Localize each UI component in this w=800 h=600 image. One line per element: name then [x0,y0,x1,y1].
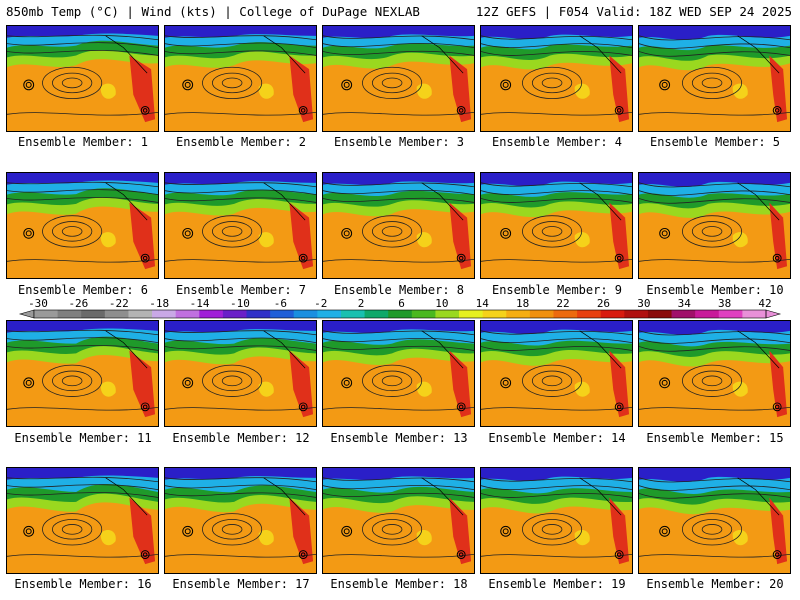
colorbar-min-arrow [18,309,35,319]
ensemble-member-label: Ensemble Member: 1 [17,135,149,149]
valid-time: 12Z GEFS | F054 Valid: 18Z WED SEP 24 20… [475,4,792,19]
colorbar-tick-label: 26 [596,297,611,310]
colorbar-swatch [175,310,200,318]
colorbar-tick-label: 38 [717,297,732,310]
ensemble-member-map [638,467,791,574]
ensemble-member-label: Ensemble Member: 15 [646,431,784,445]
ensemble-member-map [638,25,791,132]
ensemble-member-map [6,172,159,279]
colorbar-swatch [340,310,366,318]
ensemble-member-label: Ensemble Member: 7 [175,283,307,297]
colorbar-swatch [270,310,295,318]
colorbar-tick-label: -18 [149,297,170,310]
colorbar-tick-label: -22 [108,297,129,310]
colorbar-tick-label: -14 [189,297,210,310]
ensemble-member-label: Ensemble Member: 2 [175,135,307,149]
ensemble-member-map [164,467,317,574]
colorbar-tick-label: 30 [637,297,651,310]
colorbar-tick-label: 42 [758,297,772,310]
map-title: 850mb Temp (°C) | Wind (kts) | College o… [6,4,420,19]
colorbar-swatch [482,310,507,318]
colorbar-swatch [104,310,129,318]
ensemble-member-map [638,320,791,427]
ensemble-member-label: Ensemble Member: 5 [649,135,781,149]
colorbar-swatch [222,310,248,318]
colorbar-tick-label: -10 [230,297,250,310]
colorbar-swatch [742,310,767,318]
colorbar-tick-label: -30 [28,297,48,310]
colorbar-swatch [647,310,673,318]
colorbar-swatch [57,310,82,318]
ensemble-member-label: Ensemble Member: 14 [488,431,626,445]
ensemble-member-label: Ensemble Member: 20 [646,577,784,591]
colorbar-tick-label: 14 [475,297,489,310]
colorbar-swatch [695,310,720,318]
ensemble-member-map [164,320,317,427]
colorbar-swatch [553,310,578,318]
ensemble-member-label: Ensemble Member: 3 [333,135,465,149]
colorbar-swatch [459,310,484,318]
ensemble-member-map [322,467,475,574]
ensemble-member-map [6,467,159,574]
ensemble-member-map [322,320,475,427]
ensemble-member-label: Ensemble Member: 6 [17,283,149,297]
colorbar-swatch [128,310,153,318]
ensemble-member-label: Ensemble Member: 9 [491,283,623,297]
colorbar-tick-label: 10 [435,297,449,310]
ensemble-member-map [480,320,633,427]
ensemble-member-map [638,172,791,279]
ensemble-member-map [322,172,475,279]
ensemble-member-label: Ensemble Member: 4 [491,135,623,149]
colorbar-swatch [600,310,625,318]
colorbar-swatch [81,310,106,318]
colorbar-swatch [388,310,413,318]
ensemble-member-map [6,25,159,132]
ensemble-member-map [480,467,633,574]
colorbar-outline [33,309,767,319]
ensemble-member-label: Ensemble Member: 13 [330,431,468,445]
colorbar-swatch [364,310,389,318]
ensemble-member-label: Ensemble Member: 19 [488,577,626,591]
ensemble-member-label: Ensemble Member: 12 [172,431,310,445]
colorbar-swatch [529,310,554,318]
colorbar-swatch [34,310,59,318]
ensemble-member-map [6,320,159,427]
colorbar-max-arrow [765,309,782,319]
ensemble-member-label: Ensemble Member: 11 [14,431,152,445]
colorbar-swatch [246,310,271,318]
temperature-colorbar [18,309,782,319]
ensemble-member-map [480,172,633,279]
colorbar-swatch [671,310,696,318]
ensemble-member-map [164,172,317,279]
colorbar-swatch [624,310,649,318]
ensemble-member-label: Ensemble Member: 16 [14,577,152,591]
colorbar-swatch [435,310,460,318]
colorbar-tick-label: -6 [273,297,287,310]
ensemble-member-label: Ensemble Member: 8 [333,283,465,297]
colorbar-tick-label: -2 [314,297,328,310]
ensemble-member-map [480,25,633,132]
ensemble-member-label: Ensemble Member: 18 [330,577,468,591]
colorbar-swatch [317,310,342,318]
colorbar-swatch [152,310,177,318]
colorbar-swatch [199,310,224,318]
ensemble-member-label: Ensemble Member: 10 [646,283,784,297]
ensemble-member-map [164,25,317,132]
colorbar-tick-label: 18 [516,297,530,310]
colorbar-swatch [411,310,436,318]
colorbar-tick-label: -26 [68,297,89,310]
colorbar-tick-label: 6 [398,297,405,310]
colorbar-swatch [506,310,531,318]
colorbar-swatch [293,310,318,318]
ensemble-member-label: Ensemble Member: 17 [172,577,310,591]
colorbar-swatch [577,310,602,318]
colorbar-tick-label: 2 [357,297,365,310]
colorbar-swatch [718,310,743,318]
colorbar-tick-label: 34 [677,297,691,310]
colorbar-tick-label: 22 [556,297,570,310]
ensemble-member-map [322,25,475,132]
